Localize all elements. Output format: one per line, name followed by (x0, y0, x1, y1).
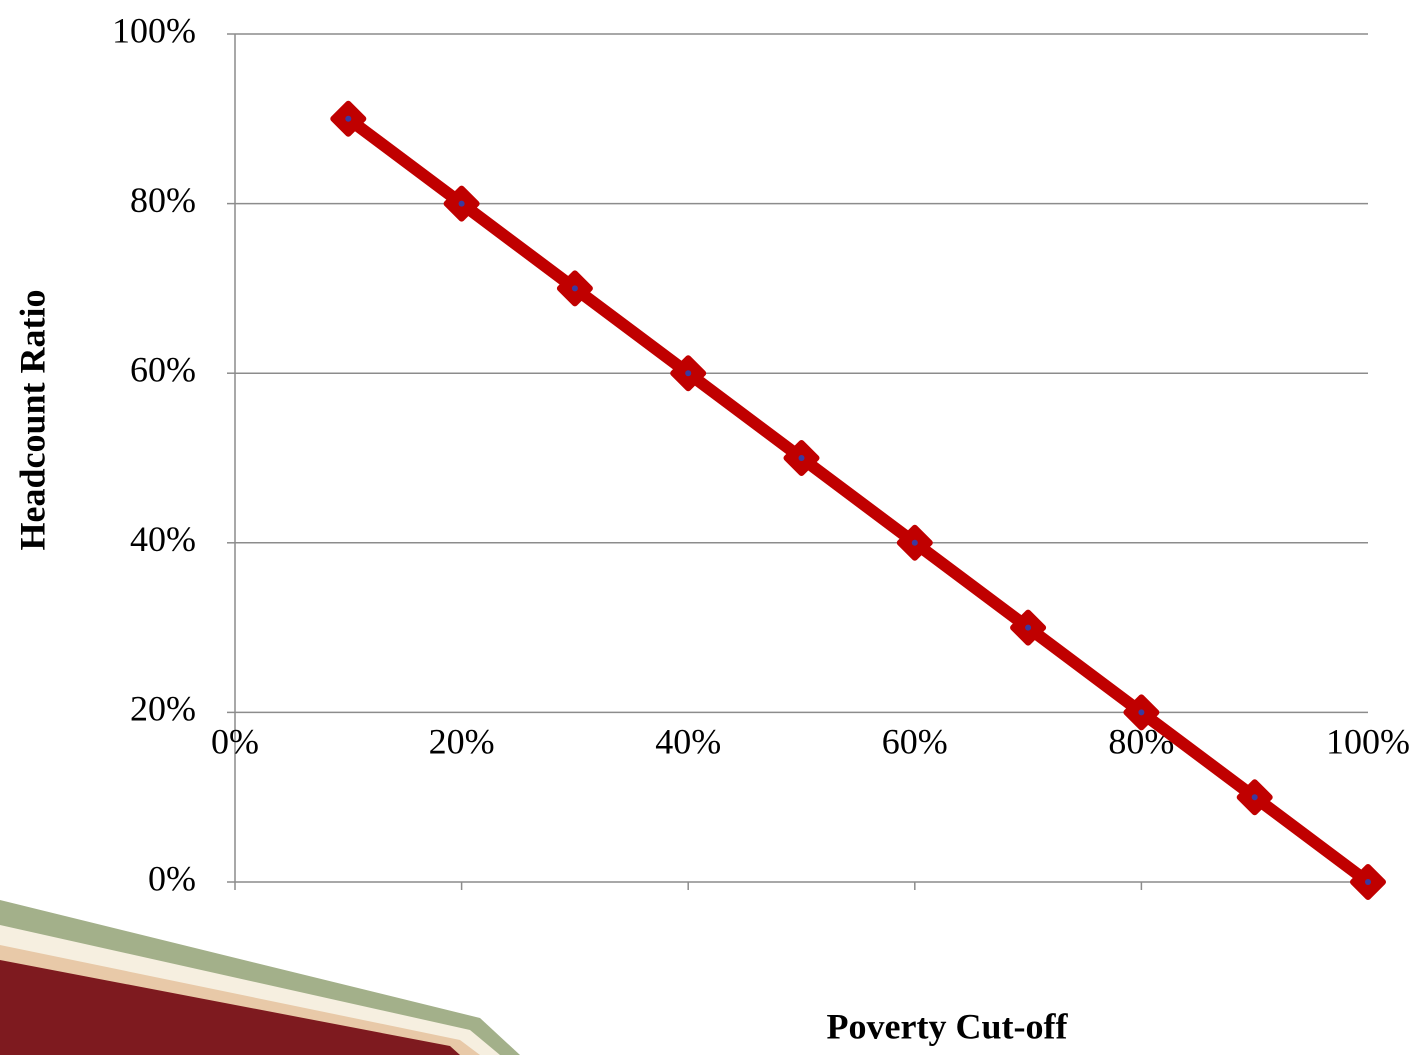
x-tick-label: 60% (882, 721, 948, 761)
marker-center (458, 200, 465, 207)
marker-center (1025, 624, 1032, 631)
marker-center (911, 539, 918, 546)
decoration (0, 900, 520, 1055)
marker-center (798, 455, 805, 461)
marker-center (1365, 879, 1371, 885)
y-tick-label: 20% (130, 689, 196, 729)
y-tick-label: 40% (130, 519, 196, 559)
marker-center (345, 115, 352, 122)
x-tick-label: 100% (1326, 721, 1410, 761)
y-axis-title: Headcount Ratio (12, 290, 52, 551)
x-tick-label: 40% (655, 721, 721, 761)
marker-center (1138, 709, 1145, 716)
y-tick-label: 80% (130, 180, 196, 220)
y-tick-label: 100% (112, 10, 196, 50)
line (344, 113, 1372, 887)
y-tick-label: 60% (130, 349, 196, 389)
marker-center (685, 370, 692, 377)
y-tick-label: 0% (148, 858, 196, 898)
marker-center (1251, 794, 1258, 801)
x-axis-title: Poverty Cut-off (827, 1006, 1069, 1046)
marker-center (571, 285, 578, 292)
x-tick-label: 20% (429, 721, 495, 761)
x-tick-label: 0% (211, 721, 259, 761)
